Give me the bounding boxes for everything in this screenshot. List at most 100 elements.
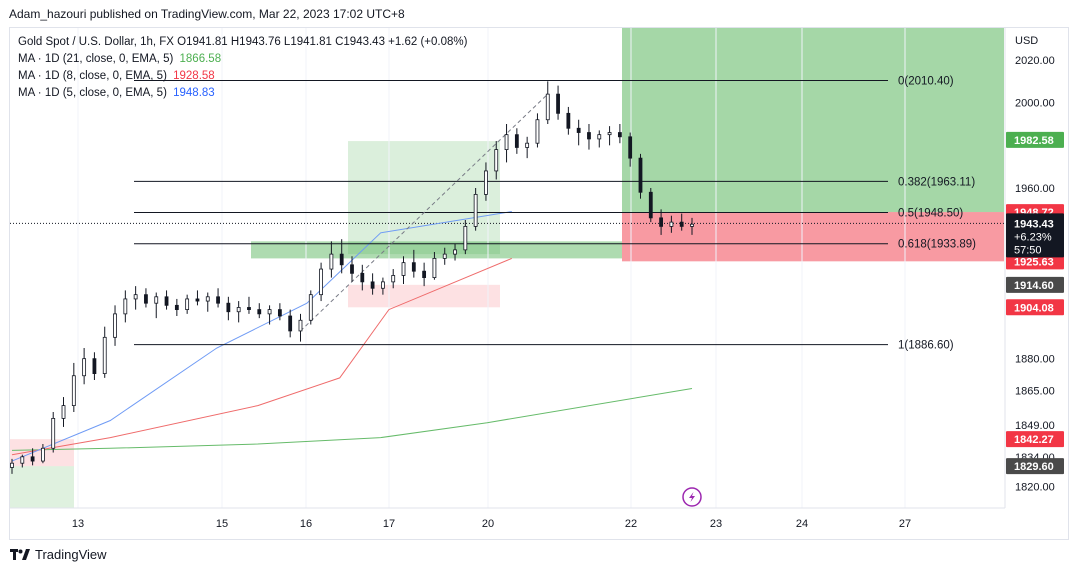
price-badge-label: 1904.08 bbox=[1014, 302, 1054, 314]
candle-body bbox=[422, 270, 427, 279]
chart-frame bbox=[9, 27, 1069, 540]
candle-body bbox=[628, 136, 633, 159]
candle-body bbox=[566, 112, 571, 129]
lightning-icon[interactable] bbox=[682, 487, 702, 507]
price-tick-label: 1880.00 bbox=[1015, 354, 1055, 366]
ma-8-legend: MA · 1D (8, close, 0, EMA, 5) 1928.58 bbox=[18, 68, 467, 85]
candle-body bbox=[587, 132, 591, 140]
tradingview-logo-icon bbox=[10, 548, 30, 560]
fibonacci-layer: 0(2010.40) 0.382(1963.11) 0.5(1948.50) 0.61… bbox=[134, 75, 976, 352]
ma-5-value: 1948.83 bbox=[173, 87, 215, 99]
fib-level-label: 0.618(1933.89) bbox=[898, 239, 976, 251]
candle-body bbox=[659, 217, 663, 227]
time-tick-label: 16 bbox=[300, 518, 312, 530]
candle-body bbox=[576, 127, 581, 133]
candle-body bbox=[20, 456, 25, 464]
candles-layer bbox=[10, 81, 694, 474]
candle-body bbox=[144, 294, 148, 304]
price-badge-bg bbox=[1006, 276, 1064, 293]
time-tick-label: 15 bbox=[216, 518, 228, 530]
candle-body bbox=[597, 134, 602, 140]
grid-layer bbox=[10, 28, 1005, 508]
candle-body bbox=[370, 281, 375, 289]
lightning-icon-bolt bbox=[689, 492, 695, 502]
candle-body bbox=[432, 257, 437, 278]
support-band bbox=[251, 241, 622, 259]
ma-21-value: 1866.58 bbox=[179, 53, 222, 65]
footer-brand-label: TradingView bbox=[35, 547, 107, 562]
candle-body bbox=[607, 132, 612, 136]
price-tick-label: 1820.00 bbox=[1015, 482, 1055, 494]
candle-body bbox=[92, 358, 97, 374]
ma-21-label: MA · 1D (21, close, 0, EMA, 5) bbox=[18, 53, 174, 65]
price-badge-label: 1982.58 bbox=[1014, 135, 1054, 147]
long-loss-zone bbox=[622, 212, 1004, 262]
candle-body bbox=[690, 223, 694, 227]
price-badge-bg bbox=[1006, 131, 1064, 148]
earlier-loss-zone bbox=[348, 284, 500, 308]
price-badge-bg bbox=[1006, 458, 1064, 475]
fib-level-label: 0(2010.40) bbox=[898, 75, 954, 87]
footer-brand[interactable]: TradingView bbox=[10, 547, 107, 562]
candle-body bbox=[504, 134, 509, 151]
price-tick-label: 2020.00 bbox=[1015, 55, 1055, 67]
candle-body bbox=[484, 170, 488, 195]
price-tick-label: 1960.00 bbox=[1015, 183, 1055, 195]
time-tick-label: 24 bbox=[796, 518, 808, 530]
candle-body bbox=[545, 93, 550, 121]
candle-body bbox=[401, 262, 406, 276]
symbol-line: Gold Spot / U.S. Dollar, 1h, FX O1941.81… bbox=[18, 36, 468, 48]
candle-body bbox=[638, 157, 643, 193]
candle-body bbox=[391, 275, 396, 283]
candle-body bbox=[360, 272, 365, 283]
time-tick-label: 20 bbox=[482, 518, 494, 530]
price-badge-bg bbox=[1006, 431, 1064, 448]
start-profit-zone bbox=[10, 466, 74, 508]
ma-line-0 bbox=[11, 388, 693, 451]
candle-body bbox=[329, 253, 334, 270]
moving-averages-layer bbox=[11, 211, 693, 462]
publisher-caption: Adam_hazouri published on TradingView.co… bbox=[9, 7, 405, 21]
price-badge-bg bbox=[1006, 299, 1064, 316]
candle-body bbox=[679, 221, 684, 227]
fib-level-label: 0.5(1948.50) bbox=[898, 208, 963, 220]
candle-body bbox=[442, 253, 447, 259]
price-badge-label: 1829.60 bbox=[1014, 461, 1054, 473]
fib-level-label: 1(1886.60) bbox=[898, 340, 954, 352]
candle-body bbox=[298, 319, 303, 332]
candle-body bbox=[154, 296, 159, 304]
bar-countdown-label: 57:50 bbox=[1014, 244, 1042, 256]
candle-body bbox=[319, 268, 323, 296]
price-badge-label: 1842.27 bbox=[1014, 434, 1054, 446]
candle-body bbox=[411, 262, 416, 272]
candle-body bbox=[277, 309, 282, 317]
candle-body bbox=[463, 225, 468, 251]
time-tick-label: 23 bbox=[710, 518, 722, 530]
candle-body bbox=[494, 149, 499, 172]
time-tick-label: 17 bbox=[383, 518, 395, 530]
trend-projection bbox=[300, 93, 549, 332]
candle-body bbox=[288, 315, 293, 332]
ma-line-2 bbox=[11, 211, 512, 462]
candle-body bbox=[453, 249, 457, 255]
candle-body bbox=[669, 221, 674, 227]
time-tick-label: 13 bbox=[72, 518, 84, 530]
candle-body bbox=[30, 456, 35, 462]
candle-body bbox=[174, 304, 179, 311]
candle-body bbox=[381, 281, 385, 289]
candle-body bbox=[514, 134, 519, 148]
chart-legend: Gold Spot / U.S. Dollar, 1h, FX O1941.81… bbox=[18, 34, 467, 102]
time-tick-label: 27 bbox=[899, 518, 911, 530]
candle-body bbox=[195, 298, 200, 302]
ma-8-label: MA · 1D (8, close, 0, EMA, 5) bbox=[18, 70, 167, 82]
zones-layer bbox=[10, 28, 1004, 508]
current-price-badge bbox=[1006, 213, 1064, 258]
candle-body bbox=[71, 375, 76, 407]
candle-body bbox=[226, 302, 231, 313]
candle-body bbox=[51, 417, 56, 449]
price-badge-label: 1914.60 bbox=[1014, 280, 1054, 292]
candle-body bbox=[113, 313, 117, 338]
candle-body bbox=[267, 309, 272, 315]
candle-body bbox=[339, 253, 344, 266]
